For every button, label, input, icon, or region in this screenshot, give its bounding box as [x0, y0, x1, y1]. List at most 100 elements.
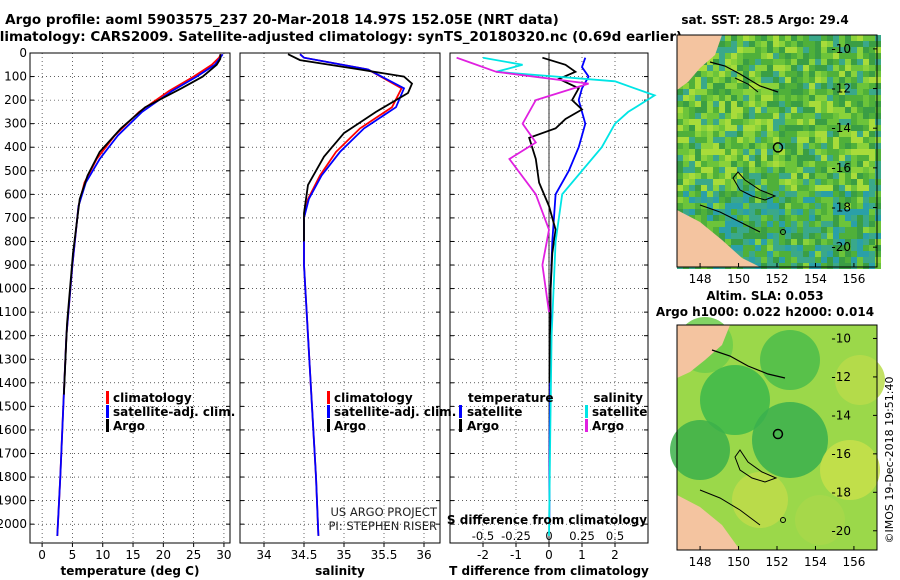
- sst-pixel: [851, 149, 857, 155]
- sst-pixel: [803, 239, 809, 245]
- sst-pixel: [851, 191, 857, 197]
- sst-pixel: [761, 113, 767, 119]
- sst-pixel: [809, 131, 815, 137]
- sst-pixel: [845, 161, 851, 167]
- sst-pixel: [857, 257, 863, 263]
- sst-pixel: [779, 197, 785, 203]
- sst-pixel: [743, 35, 749, 41]
- sst-pixel: [779, 125, 785, 131]
- sst-pixel: [869, 77, 875, 83]
- sst-pixel: [773, 197, 779, 203]
- sst-pixel: [803, 221, 809, 227]
- sst-pixel: [875, 89, 881, 95]
- sst-pixel: [779, 89, 785, 95]
- sst-pixel: [863, 125, 869, 131]
- sst-pixel: [785, 125, 791, 131]
- sst-pixel: [875, 233, 881, 239]
- sst-pixel: [749, 77, 755, 83]
- sst-pixel: [797, 47, 803, 53]
- sst-pixel: [707, 191, 713, 197]
- sst-pixel: [719, 113, 725, 119]
- sst-pixel: [863, 155, 869, 161]
- sst-pixel: [809, 167, 815, 173]
- sst-pixel: [755, 221, 761, 227]
- sst-pixel: [677, 107, 683, 113]
- sst-pixel: [803, 107, 809, 113]
- sst-pixel: [821, 41, 827, 47]
- sst-pixel: [707, 209, 713, 215]
- sst-pixel: [839, 137, 845, 143]
- sst-pixel: [803, 245, 809, 251]
- sst-pixel: [773, 77, 779, 83]
- grid-layer: [30, 52, 648, 543]
- y-tick-label: 2000: [0, 517, 27, 531]
- sst-pixel: [713, 107, 719, 113]
- sst-pixel: [749, 95, 755, 101]
- sst-pixel: [863, 167, 869, 173]
- sst-pixel: [737, 185, 743, 191]
- sst-pixel: [773, 227, 779, 233]
- y-tick-label: 800: [4, 234, 27, 248]
- sst-pixel: [815, 173, 821, 179]
- sst-pixel: [857, 161, 863, 167]
- sst-pixel: [821, 227, 827, 233]
- sst-pixel: [827, 89, 833, 95]
- sst-pixel: [695, 107, 701, 113]
- sst-pixel: [707, 227, 713, 233]
- sst-pixel: [779, 59, 785, 65]
- sst-pixel: [869, 65, 875, 71]
- s-difference-label: S difference from climatology: [447, 513, 647, 527]
- sst-pixel: [797, 41, 803, 47]
- sst-pixel: [689, 77, 695, 83]
- sst-pixel: [761, 89, 767, 95]
- legend-s-satellite: satellite: [592, 405, 647, 419]
- sst-pixel: [821, 77, 827, 83]
- sst-pixel: [833, 149, 839, 155]
- sst-pixel: [803, 215, 809, 221]
- sst-pixel: [827, 161, 833, 167]
- sst-pixel: [749, 47, 755, 53]
- sst-pixel: [827, 119, 833, 125]
- sst-pixel: [767, 107, 773, 113]
- x-tick-label: 10: [95, 548, 110, 562]
- sst-pixel: [869, 131, 875, 137]
- sst-pixel: [713, 209, 719, 215]
- sst-pixel: [761, 137, 767, 143]
- sst-pixel: [815, 203, 821, 209]
- sst-pixel: [809, 221, 815, 227]
- sst-pixel: [683, 149, 689, 155]
- sst-pixel: [719, 221, 725, 227]
- sst-pixel: [827, 107, 833, 113]
- sst-pixel: [821, 161, 827, 167]
- sst-pixel: [743, 119, 749, 125]
- sst-pixel: [803, 185, 809, 191]
- sst-pixel: [701, 101, 707, 107]
- sst-pixel: [689, 197, 695, 203]
- sst-pixel: [725, 179, 731, 185]
- sst-pixel: [809, 71, 815, 77]
- sst-pixel: [731, 95, 737, 101]
- sst-pixel: [773, 83, 779, 89]
- island-chain: [709, 61, 779, 93]
- sst-pixel: [791, 107, 797, 113]
- sst-pixel: [857, 149, 863, 155]
- sst-pixel: [677, 131, 683, 137]
- sla-blob: [670, 420, 730, 480]
- sst-pixel: [845, 101, 851, 107]
- sst-pixel: [689, 89, 695, 95]
- legend-t-satellite: satellite: [467, 405, 522, 419]
- sst-pixel: [875, 119, 881, 125]
- sst-pixel: [749, 155, 755, 161]
- sst-pixel: [815, 35, 821, 41]
- sst-pixel: [845, 83, 851, 89]
- sst-pixel: [755, 197, 761, 203]
- sst-pixel: [701, 197, 707, 203]
- sst-pixel: [839, 203, 845, 209]
- sst-pixel: [821, 191, 827, 197]
- sst-pixel: [719, 83, 725, 89]
- sst-pixel: [767, 233, 773, 239]
- sst-pixel: [725, 239, 731, 245]
- sst-pixel: [869, 257, 875, 263]
- sst-pixel: [689, 203, 695, 209]
- map-y-tick-label: -16: [831, 447, 851, 461]
